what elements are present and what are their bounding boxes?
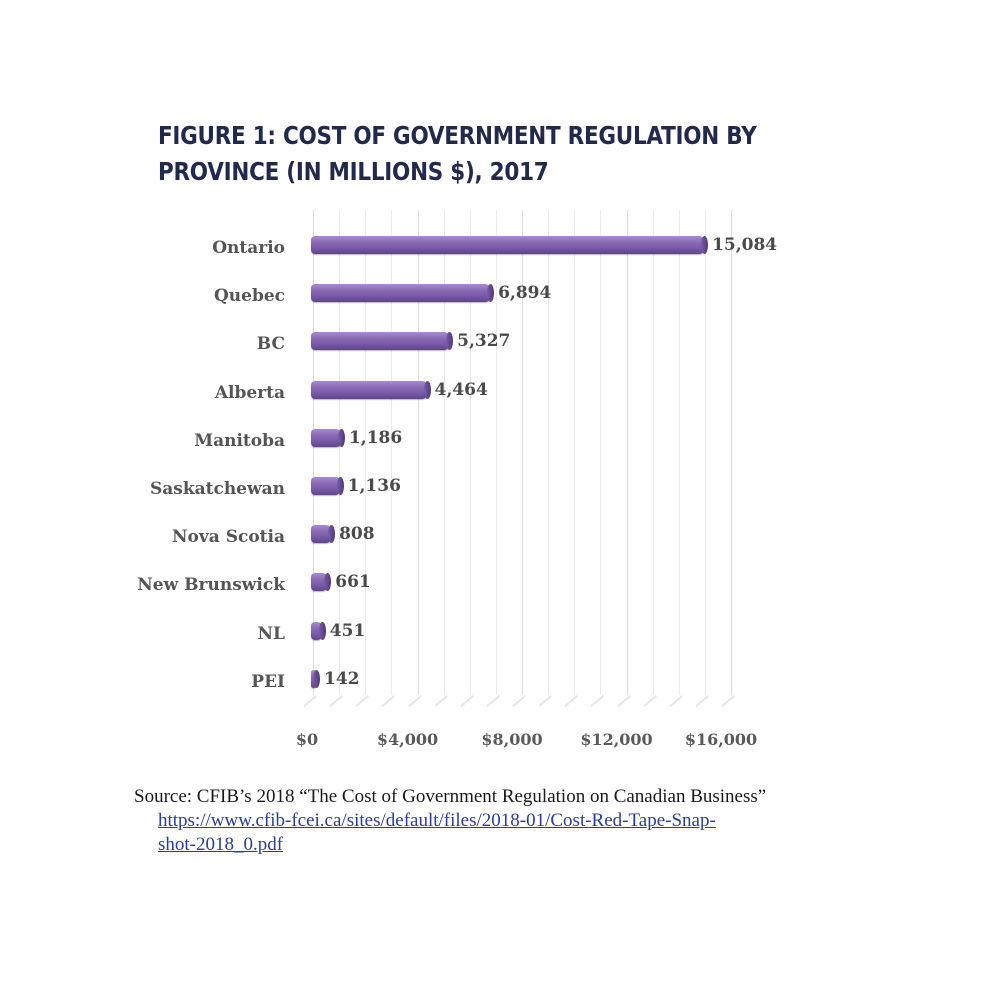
value-label: 1,186 <box>348 427 403 448</box>
gridline <box>652 210 654 695</box>
bar <box>311 525 336 544</box>
gridline <box>339 210 341 695</box>
value-label: 5,327 <box>457 331 511 352</box>
gridline <box>678 210 680 695</box>
source-text: Source: CFIB’s 2018 “The Cost of Governm… <box>134 786 767 807</box>
value-label: 6,894 <box>498 283 552 304</box>
category-label: Quebec <box>213 286 285 307</box>
gridline <box>443 210 445 695</box>
gridline <box>522 210 523 695</box>
value-label: 1,136 <box>347 476 401 496</box>
category-label: BC <box>256 334 285 355</box>
gridline <box>626 210 628 695</box>
gridline <box>495 210 497 695</box>
gridline <box>365 210 367 695</box>
category-label: New Brunswick <box>137 575 285 596</box>
bar <box>311 380 431 399</box>
gridline <box>574 210 576 695</box>
source-link-line-1: https://www.cfib-fcei.ca/sites/default/f… <box>158 810 716 831</box>
gridline <box>313 210 314 695</box>
chart-title: FIGURE 1: COST OF GOVERNMENT REGULATION … <box>158 118 760 190</box>
chart-title-line-2: PROVINCE (IN MILLIONS $), 2017 <box>158 157 549 186</box>
x-axis-tick-label: $0 <box>295 730 319 749</box>
bar <box>311 284 495 303</box>
chart-title-line-1: FIGURE 1: COST OF GOVERNMENT REGULATION … <box>158 121 757 150</box>
bar <box>311 332 454 351</box>
category-label: NL <box>257 623 286 644</box>
source-link[interactable]: https://www.cfib-fcei.ca/sites/default/f… <box>134 809 894 857</box>
value-label: 661 <box>335 572 371 593</box>
source-citation: Source: CFIB’s 2018 “The Cost of Governm… <box>134 785 894 857</box>
gridline <box>600 210 602 695</box>
gridline <box>469 210 471 695</box>
gridline <box>731 210 732 695</box>
bar <box>311 573 332 592</box>
category-label: Nova Scotia <box>172 527 285 548</box>
x-axis-tick-label: $16,000 <box>684 730 758 749</box>
value-label: 142 <box>324 668 360 689</box>
bar <box>311 236 709 254</box>
x-axis-tick-label: $4,000 <box>376 730 439 749</box>
gridline <box>704 210 706 695</box>
x-axis-tick-label: $8,000 <box>481 730 543 749</box>
gridline <box>391 210 393 695</box>
category-label: Saskatchewan <box>149 479 285 499</box>
category-label: Manitoba <box>194 430 285 451</box>
category-label: Ontario <box>212 238 285 258</box>
gridline <box>548 210 550 695</box>
gridline <box>417 210 419 695</box>
source-link-line-2: shot-2018_0.pdf <box>158 834 284 855</box>
value-label: 808 <box>339 524 375 545</box>
x-axis-tick-label: $12,000 <box>580 730 653 749</box>
value-label: 4,464 <box>434 379 488 400</box>
category-label: PEI <box>251 671 285 692</box>
bar <box>311 669 320 688</box>
category-label: Alberta <box>214 382 285 403</box>
bar <box>311 621 326 640</box>
bar <box>311 428 345 447</box>
bar <box>311 477 344 495</box>
value-label: 15,084 <box>712 235 778 255</box>
value-label: 451 <box>329 620 366 641</box>
